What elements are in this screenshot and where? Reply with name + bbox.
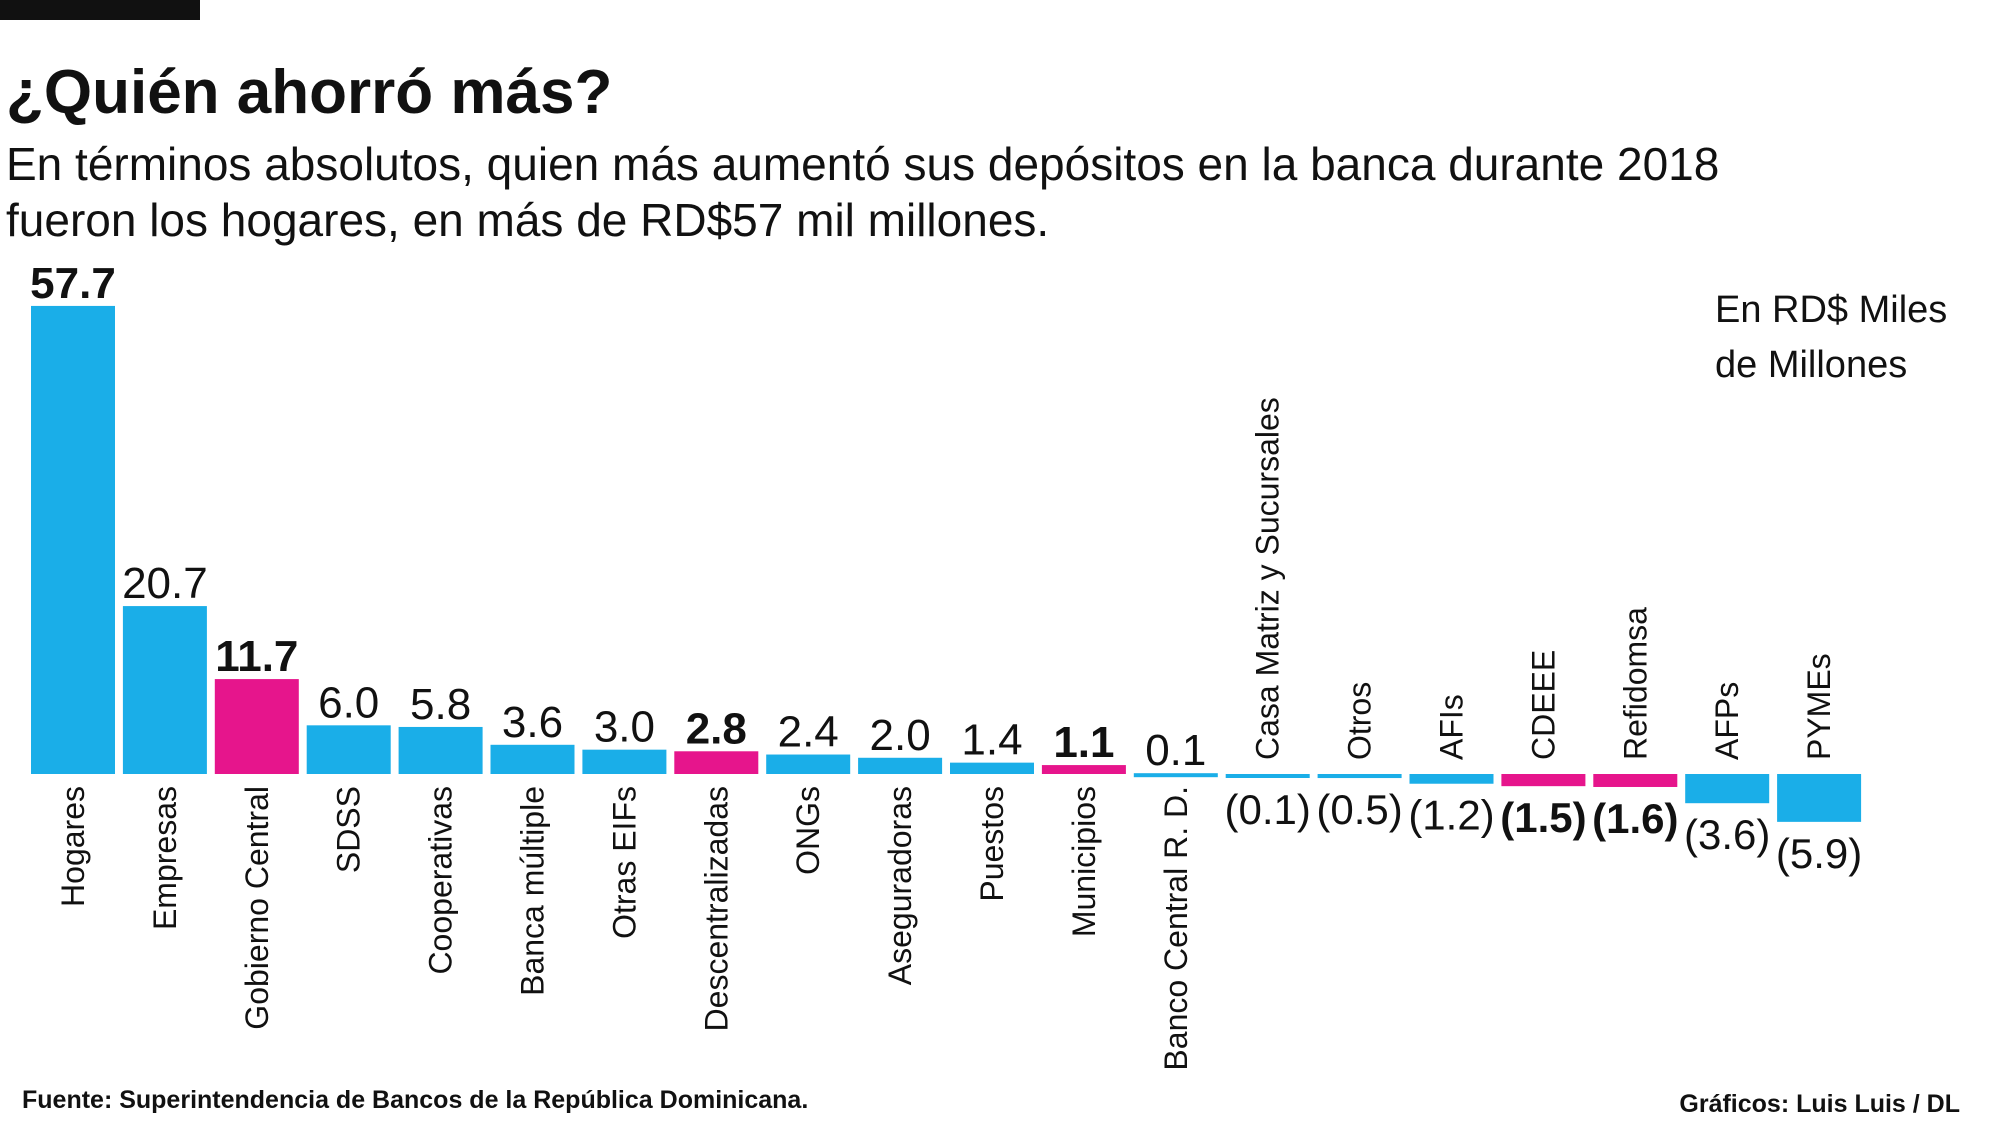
- category-label: PYMEs: [1801, 653, 1837, 760]
- value-label: (0.5): [1316, 786, 1402, 833]
- subtitle-line: fueron los hogares, en más de RD$57 mil …: [6, 194, 1049, 246]
- unit-note: En RD$ Miles: [1715, 289, 1947, 331]
- category-label: Cooperativas: [423, 786, 459, 975]
- value-label: (3.6): [1684, 811, 1770, 858]
- value-label: (1.5): [1500, 794, 1586, 841]
- bar: [950, 762, 1034, 774]
- bar: [214, 679, 299, 774]
- value-label: 57.7: [30, 259, 116, 308]
- credit: Gráficos: Luis Luis / DL: [1679, 1090, 1960, 1118]
- bar: [858, 757, 943, 774]
- value-label: (1.2): [1408, 792, 1494, 839]
- category-label: Municipios: [1066, 786, 1102, 937]
- value-label: (0.1): [1225, 786, 1311, 833]
- value-label: 11.7: [215, 632, 298, 681]
- bar: [490, 744, 575, 774]
- bar: [1501, 774, 1586, 787]
- bar: [122, 606, 207, 774]
- category-label: Descentralizadas: [698, 786, 734, 1031]
- bar: [398, 726, 483, 774]
- category-label: Aseguradoras: [882, 786, 918, 985]
- category-label: CDEEE: [1525, 650, 1561, 760]
- bar: [766, 754, 851, 774]
- bar: [582, 749, 667, 774]
- bar: [31, 305, 115, 774]
- bar: [1685, 774, 1770, 804]
- category-label: Banco Central R. D.: [1158, 786, 1194, 1071]
- bar: [1777, 774, 1862, 822]
- value-label: 3.0: [594, 703, 655, 752]
- value-label: 1.1: [1053, 718, 1114, 767]
- value-label: (5.9): [1776, 830, 1862, 877]
- value-label: 2.4: [778, 708, 839, 757]
- category-label: Otras EIFs: [606, 786, 642, 939]
- bar: [1133, 773, 1218, 778]
- bar: [1593, 774, 1678, 787]
- top-rule: [0, 0, 200, 20]
- bar: [674, 751, 759, 774]
- category-label: Casa Matriz y Sucursales: [1250, 397, 1286, 760]
- category-label: AFPs: [1709, 682, 1745, 760]
- category-label: SDSS: [331, 786, 367, 873]
- bar: [306, 725, 391, 774]
- value-label: 20.7: [122, 559, 208, 608]
- chart-title: ¿Quién ahorró más?: [6, 58, 612, 127]
- category-label: ONGs: [790, 786, 826, 875]
- category-label: Refidomsa: [1617, 607, 1653, 760]
- bar: [1317, 774, 1402, 779]
- unit-note: de Millones: [1715, 344, 1907, 386]
- category-label: Gobierno Central: [239, 786, 275, 1030]
- bar: [1225, 774, 1310, 778]
- category-label: Puestos: [974, 786, 1010, 902]
- subtitle-line: En términos absolutos, quien más aumentó…: [6, 138, 1719, 190]
- value-label: 3.6: [502, 698, 563, 747]
- value-label: 6.0: [318, 678, 379, 727]
- category-label: AFIs: [1434, 694, 1470, 760]
- value-label: 0.1: [1145, 726, 1206, 775]
- value-label: (1.6): [1592, 795, 1678, 842]
- bar: [1041, 765, 1126, 774]
- bar: [1409, 774, 1494, 784]
- category-label: Empresas: [147, 786, 183, 930]
- value-label: 5.8: [410, 680, 471, 729]
- category-label: Banca múltiple: [515, 786, 551, 996]
- category-label: Otros: [1342, 682, 1378, 760]
- category-label: Hogares: [55, 786, 91, 907]
- source: Fuente: Superintendencia de Bancos de la…: [22, 1086, 808, 1114]
- value-label: 2.0: [870, 711, 931, 760]
- value-label: 2.8: [686, 704, 747, 753]
- value-label: 1.4: [961, 716, 1022, 765]
